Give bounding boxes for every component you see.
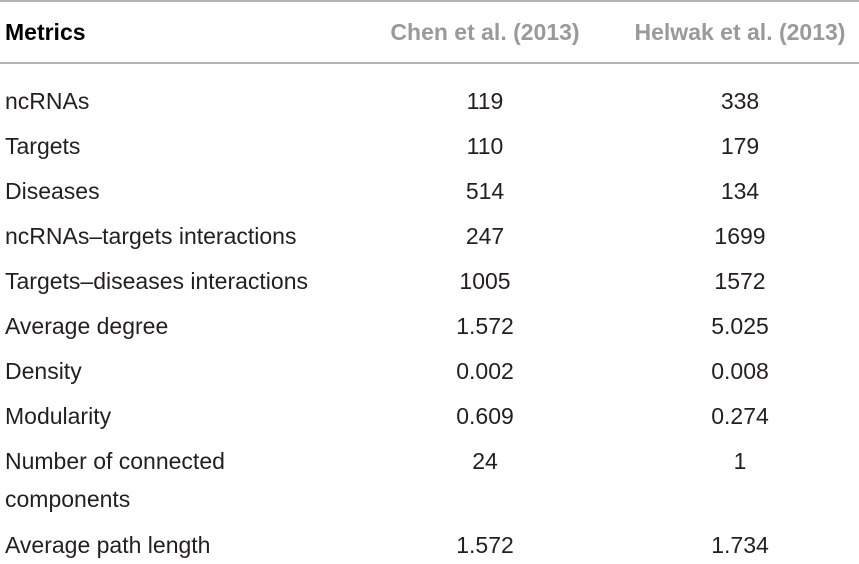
header-cell: Metrics [5, 19, 86, 45]
row-label: Targets–diseases interactions [5, 268, 308, 294]
value-cell: 514 [465, 178, 505, 204]
row-label: Average degree [5, 313, 169, 339]
header-rule [0, 62, 859, 64]
value-cell: 247 [465, 223, 505, 249]
value-cell: 0.274 [711, 403, 769, 429]
row-label: Density [5, 358, 82, 384]
row-label: Average path length [5, 532, 211, 558]
value-cell: 179 [720, 133, 760, 159]
value-cell: 24 [472, 448, 498, 474]
value-cell: 338 [720, 88, 760, 114]
row-label: Number of connected components [5, 448, 225, 512]
value-cell: 1699 [714, 223, 766, 249]
value-cell: 1.734 [711, 532, 769, 558]
value-cell: 0.002 [456, 358, 514, 384]
row-label: ncRNAs–targets interactions [5, 223, 297, 249]
row-label: Modularity [5, 403, 112, 429]
top-rule [0, 0, 859, 2]
row-label: ncRNAs [5, 88, 90, 114]
value-cell: 1.572 [456, 313, 514, 339]
value-cell: 1.572 [456, 532, 514, 558]
header-cell: Helwak et al. (2013) [634, 19, 846, 45]
header-cell: Chen et al. (2013) [390, 19, 580, 45]
value-cell: 1005 [459, 268, 511, 294]
value-cell: 134 [720, 178, 760, 204]
value-cell: 0.609 [456, 403, 514, 429]
value-cell: 119 [466, 88, 504, 114]
value-cell: 5.025 [711, 313, 769, 339]
value-cell: 0.008 [711, 358, 769, 384]
value-cell: 110 [466, 133, 504, 159]
value-cell: 1572 [714, 268, 766, 294]
row-label: Targets [5, 133, 81, 159]
value-cell: 1 [733, 448, 747, 474]
row-label: Diseases [5, 178, 100, 204]
